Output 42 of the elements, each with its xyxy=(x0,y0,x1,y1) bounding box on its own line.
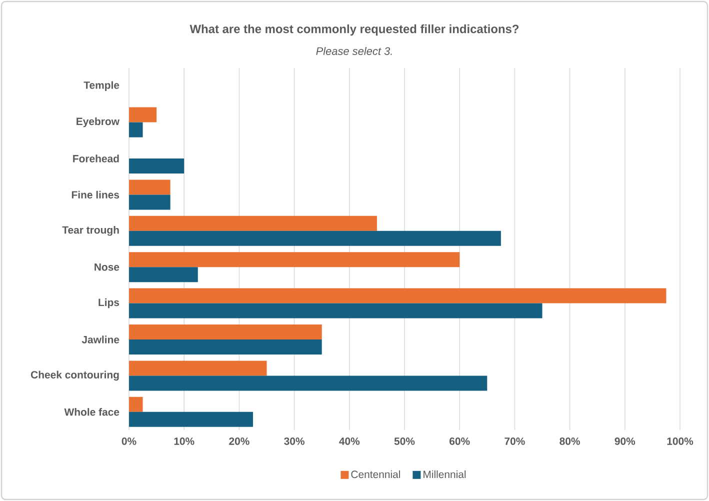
x-tick-label: 100% xyxy=(667,438,694,445)
bar xyxy=(129,376,488,391)
x-tick-label: 30% xyxy=(284,438,304,445)
x-tick-label: 20% xyxy=(229,438,250,445)
y-tick-label: Eyebrow xyxy=(76,117,120,128)
bar xyxy=(129,194,170,210)
legend-label: Centennial xyxy=(351,470,400,478)
chart-title: What are the most commonly requested filler indications? xyxy=(190,24,519,36)
bar xyxy=(129,252,460,268)
bar xyxy=(129,339,322,354)
y-tick-label: Nose xyxy=(94,263,120,271)
bar xyxy=(129,360,267,376)
bar xyxy=(129,396,143,412)
bar xyxy=(129,303,542,318)
y-tick-label: Forehead xyxy=(73,154,119,162)
x-tick-label: 0% xyxy=(122,438,136,445)
bar xyxy=(129,288,666,304)
x-tick-label: 40% xyxy=(339,438,360,445)
bar xyxy=(129,267,198,282)
bar xyxy=(129,158,184,174)
bar xyxy=(129,216,377,231)
y-tick-label: Fine lines xyxy=(72,190,120,199)
bar xyxy=(129,122,143,138)
x-tick-label: 80% xyxy=(560,438,580,445)
bar xyxy=(129,324,322,340)
y-tick-label: Jawline xyxy=(82,336,120,344)
x-tick-label: 60% xyxy=(450,438,470,445)
y-tick-label: Whole face xyxy=(64,408,120,416)
y-tick-label: Tear trough xyxy=(62,226,119,236)
y-tick-label: Temple xyxy=(84,81,120,91)
y-tick-label: Cheek contouring xyxy=(30,370,119,381)
chart-subtitle: Please select 3. xyxy=(316,46,392,56)
legend-label: Millennial xyxy=(424,470,466,478)
bar xyxy=(129,230,501,246)
y-tick-label: Lips xyxy=(98,298,120,308)
bar xyxy=(129,412,253,427)
x-tick-label: 90% xyxy=(614,438,636,445)
bar xyxy=(129,107,157,122)
x-tick-label: 50% xyxy=(394,438,415,445)
x-tick-label: 10% xyxy=(174,438,194,445)
x-tick-label: 70% xyxy=(504,438,525,445)
bar xyxy=(129,180,170,195)
